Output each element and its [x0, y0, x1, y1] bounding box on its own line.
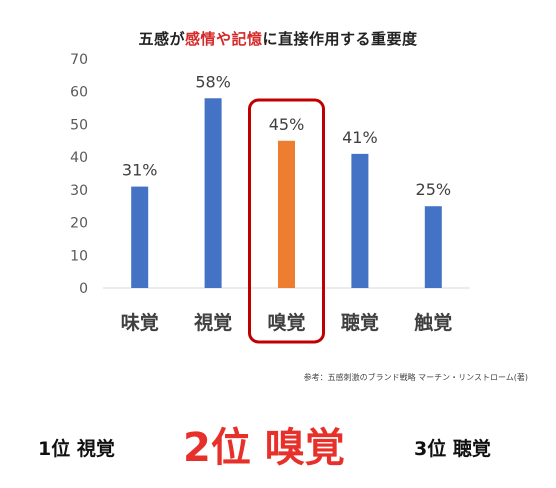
category-labels-group: 味覚 視覚 嗅覚 聴覚 触覚 [121, 311, 453, 334]
bars-group [131, 98, 442, 288]
y-tick-label: 50 [70, 117, 88, 133]
rank-first: 1位 視覚 [38, 438, 115, 460]
y-tick-label: 30 [70, 183, 88, 199]
category-label: 嗅覚 [267, 311, 305, 334]
category-label: 聴覚 [341, 311, 379, 334]
title-part1: 五感が [138, 30, 185, 48]
title-part2: に直接作用する重要度 [262, 30, 418, 48]
source-note: 参考：五感刺激のブランド戦略 マーチン・リンストローム(著) [303, 373, 528, 382]
chart-title: 五感が感情や記憶に直接作用する重要度 [0, 28, 556, 49]
category-label: 視覚 [193, 311, 232, 334]
bar-chart: 0 10 20 30 40 50 60 70 31% 58% 45% 41% 25% 味覚 視覚 嗅覚 聴覚… [70, 52, 470, 344]
title-highlight: 感情や記憶 [184, 30, 263, 48]
y-axis-ticks: 0 10 20 30 40 50 60 70 [70, 52, 88, 297]
data-label: 41% [342, 128, 378, 147]
data-labels-group: 31% 58% 45% 41% 25% [122, 72, 451, 199]
category-label: 触覚 [414, 311, 452, 334]
bar [351, 153, 369, 288]
data-label: 31% [122, 161, 158, 180]
y-tick-label: 70 [70, 52, 88, 68]
highlight-box [248, 98, 325, 344]
rank-second: 2位 嗅覚 [183, 425, 345, 471]
y-tick-label: 40 [70, 150, 88, 166]
data-label: 58% [195, 72, 231, 91]
bar [131, 186, 149, 288]
y-tick-label: 10 [70, 248, 88, 264]
y-tick-label: 60 [70, 85, 88, 101]
category-label: 味覚 [121, 311, 159, 334]
y-tick-label: 20 [70, 216, 88, 232]
bar [278, 140, 295, 288]
bar [204, 98, 222, 288]
data-label: 25% [416, 180, 452, 199]
y-tick-label: 0 [79, 281, 88, 297]
rank-third: 3位 聴覚 [414, 438, 491, 460]
data-label: 45% [269, 115, 305, 134]
bar [424, 206, 442, 288]
